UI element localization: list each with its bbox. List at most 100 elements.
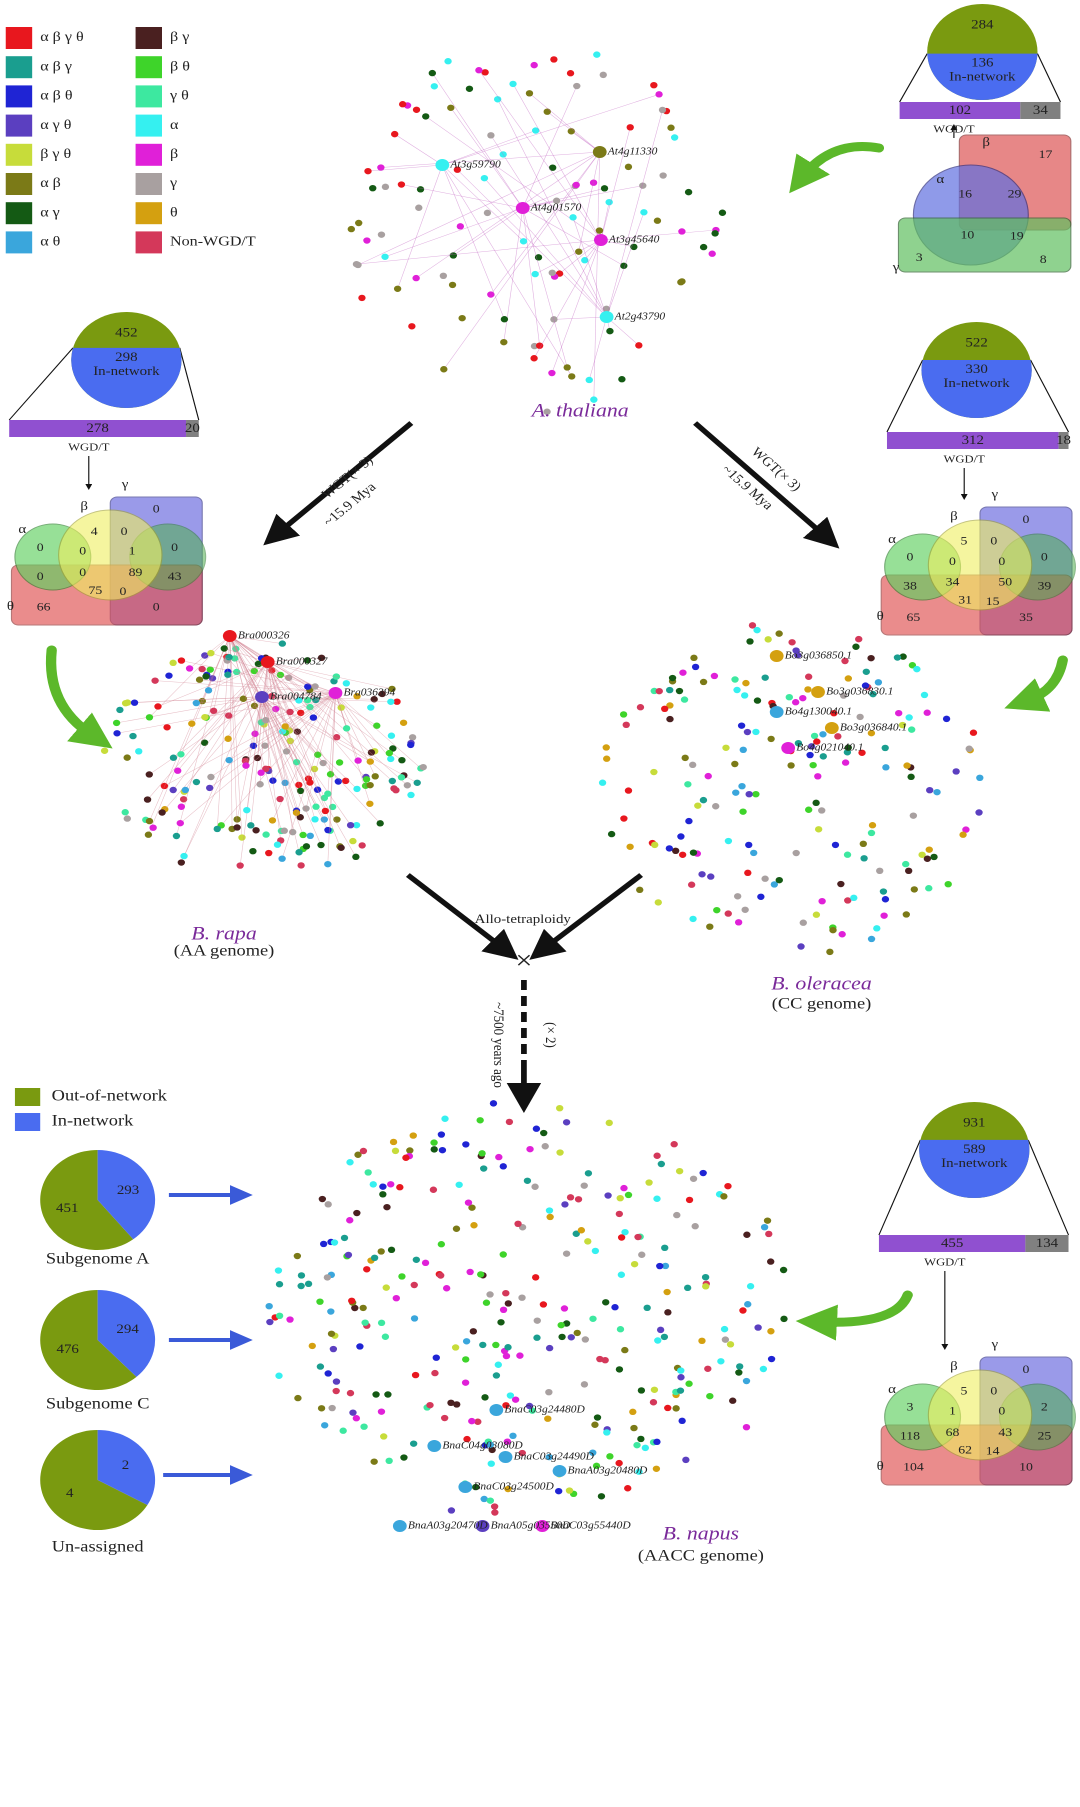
network-node [533,1334,541,1341]
network-node [398,101,407,108]
network-node [481,1394,489,1401]
network-edge [149,635,231,822]
in-network-label: In-network [943,377,1009,391]
network-node [195,676,204,683]
network-edge [588,316,607,381]
network-node [430,1146,438,1153]
venn-count: 31 [958,593,972,607]
network-node [462,1141,470,1148]
hub-node [498,1451,513,1463]
network-edge [155,680,336,694]
network-node [389,745,397,752]
network-node [447,1507,456,1514]
network-node [640,209,648,216]
network-node [151,677,159,684]
network-node [707,873,715,880]
network-node [317,1405,326,1412]
network-node [449,252,458,259]
network-edge [229,635,324,764]
network-node [475,67,483,74]
network-node [799,919,807,926]
venn-count: 0 [998,1404,1005,1418]
main-arrows [263,421,840,1113]
network-node [309,714,318,721]
network-edge [267,661,341,847]
pie-in-network [921,359,1032,418]
network-edge [267,661,367,780]
network-node [684,781,692,788]
network-edge [204,696,263,718]
venn-set-label: α [936,173,945,187]
network-node [275,1312,284,1320]
network-node [779,1266,788,1274]
legend-swatch [5,231,33,254]
network-node [316,1363,325,1370]
network-node [539,1301,548,1308]
network-node [650,81,658,89]
legend-swatch [135,202,162,225]
legend-swatch [5,85,33,108]
legend-label: γ θ [169,88,189,103]
network-node [372,1391,380,1398]
venn-count: 0 [907,550,914,564]
network-edge [490,151,600,295]
hybrid-label: Allo-tetraploidy [475,913,571,927]
network-node [602,1299,610,1306]
network-node [739,808,747,815]
network-node [814,826,823,833]
hub-node [222,630,237,642]
doubling: (× 2) [541,1022,557,1048]
network-node [499,1251,507,1258]
network-node [717,1358,725,1365]
network-node [403,782,412,789]
venn-count: 3 [916,250,923,264]
network-node [574,1196,583,1203]
network-node [535,342,544,349]
network-node [129,732,137,740]
arrow [693,421,840,549]
hub-label: Bra000327 [276,656,328,667]
network-node [902,911,910,918]
network-node [812,911,821,918]
network-node [238,834,246,841]
network-node [342,680,351,687]
network-node [408,734,417,741]
network-node [387,732,396,739]
legend-swatch [135,114,162,137]
network-edge [357,151,600,266]
network-node [568,373,576,380]
network-node [611,1304,619,1311]
connector [8,347,74,421]
network-node [506,1392,515,1399]
network-node [379,1183,387,1190]
network-node [580,1182,588,1189]
legend-swatch [5,173,33,195]
network-node [743,1231,751,1238]
network-node [706,923,714,930]
venn-count: 17 [1039,147,1053,161]
network-node [742,1423,751,1431]
network-node [829,926,837,934]
network-node [677,1374,685,1381]
network-node [256,781,264,788]
network-node [685,1196,694,1204]
network-node [661,705,669,713]
legend-label: Non-WGD/T [170,234,256,249]
network-node [867,935,876,943]
bar-wgd [9,420,187,437]
network-node [720,1193,728,1200]
network-node [636,704,645,711]
network-node [902,860,910,868]
network-node [908,662,917,669]
network-node [352,1415,361,1422]
network-node [873,925,881,932]
genome-label: (CC genome) [772,995,871,1013]
hub-label: At3g59790 [449,159,501,170]
network-edge [229,635,256,734]
legend-swatch [5,202,33,225]
network-node [775,876,783,884]
network-node [378,690,386,698]
network-edge [522,185,576,209]
network-node [656,1262,664,1270]
